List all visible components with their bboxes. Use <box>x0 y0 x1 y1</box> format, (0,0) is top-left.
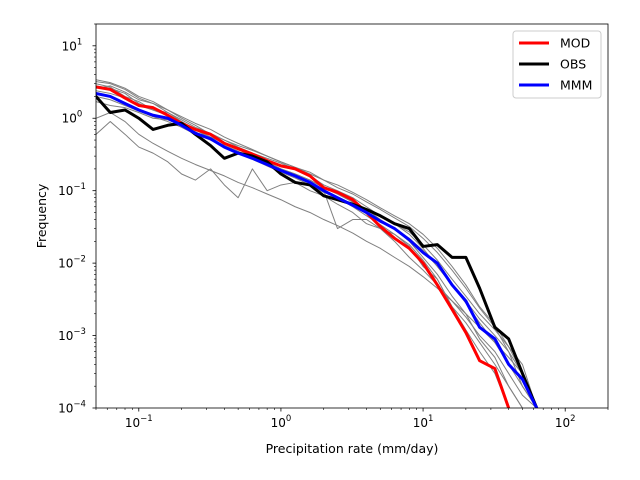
series-layer <box>96 79 539 408</box>
x-tick-label: 102 <box>555 414 576 430</box>
y-tick-label: 100 <box>62 110 83 126</box>
y-axis: 10−4 10−3 10−2 10−1 100 101 <box>58 23 96 416</box>
x-tick-label: 100 <box>271 414 292 430</box>
legend-frame <box>512 30 602 99</box>
x-axis: 10−1 100 101 102 <box>95 408 609 430</box>
series-model-7 <box>96 121 538 408</box>
y-tick-label: 101 <box>62 37 83 53</box>
series-obs <box>96 94 539 408</box>
legend-label-mod: MOD <box>560 36 590 51</box>
series-model-10 <box>96 95 538 408</box>
y-tick-label: 10−3 <box>58 327 86 343</box>
legend-label-mmm: MMM <box>560 78 592 93</box>
x-tick-label: 10−1 <box>125 414 153 430</box>
y-tick-label: 10−2 <box>58 255 86 271</box>
legend-label-obs: OBS <box>560 57 586 72</box>
x-tick-label: 101 <box>413 414 434 430</box>
series-model-9 <box>96 79 538 408</box>
plot-frame <box>95 23 609 409</box>
series-model-8 <box>96 112 538 408</box>
y-tick-label: 10−4 <box>58 400 86 416</box>
x-axis-label: Precipitation rate (mm/day) <box>266 441 439 456</box>
series-mod <box>96 85 511 408</box>
y-tick-label: 10−1 <box>58 182 86 198</box>
series-mmm <box>96 91 539 408</box>
legend: MOD OBS MMM <box>512 30 602 99</box>
y-axis-label: Frequency <box>34 183 49 248</box>
series-model-4 <box>96 90 538 408</box>
